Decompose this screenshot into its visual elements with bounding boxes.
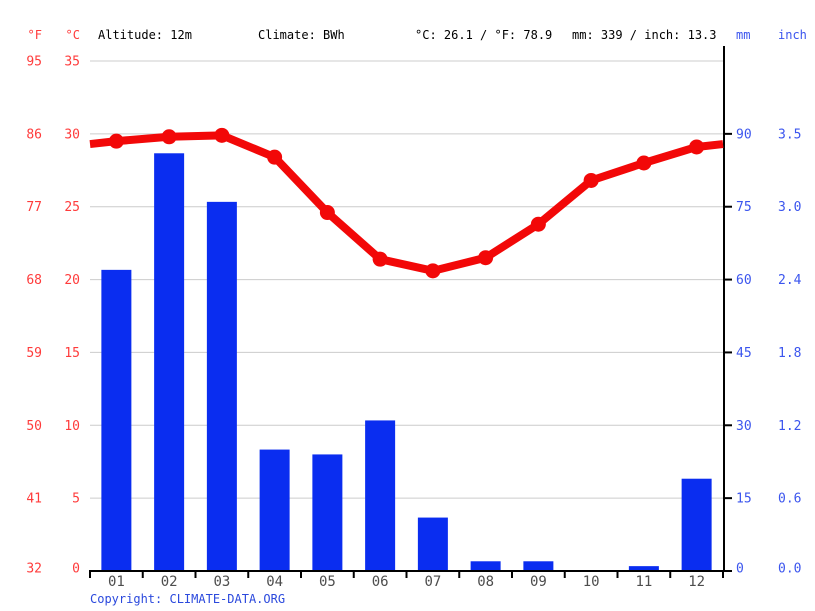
- left-axis-c-label-15: 15: [64, 346, 80, 361]
- temperature-point-12: [689, 139, 705, 155]
- precip-bar-01: [101, 269, 132, 571]
- temperature-point-10: [583, 172, 599, 188]
- month-label-06: 06: [372, 574, 389, 590]
- temperature-point-11: [636, 155, 652, 171]
- left-axis-f-label-50: 50: [26, 419, 42, 434]
- left-axis-c-label-5: 5: [72, 492, 80, 507]
- month-label-05: 05: [319, 574, 336, 590]
- month-label-04: 04: [266, 574, 283, 590]
- month-label-09: 09: [530, 574, 547, 590]
- temperature-point-07: [425, 263, 441, 279]
- right-axis-mm-label-0: 0: [736, 562, 744, 577]
- temperature-point-08: [478, 250, 494, 266]
- temperature-point-09: [530, 216, 546, 232]
- right-axis-inch-label-2.4: 2.4: [778, 273, 802, 288]
- month-label-11: 11: [635, 574, 652, 590]
- left-axis-c-label-30: 30: [64, 127, 80, 142]
- month-label-10: 10: [583, 574, 600, 590]
- month-label-12: 12: [688, 574, 705, 590]
- left-axis-f-label-32: 32: [26, 562, 42, 577]
- left-axis-f-label-77: 77: [26, 200, 42, 215]
- precip-bar-05: [312, 454, 343, 571]
- header-mm-label: mm: [736, 28, 751, 42]
- month-label-01: 01: [108, 574, 125, 590]
- precip-bar-09: [523, 561, 554, 571]
- left-axis-c-label-25: 25: [64, 200, 80, 215]
- right-axis-inch-label-0.0: 0.0: [778, 562, 801, 577]
- copyright-line: Copyright: CLIMATE-DATA.ORG: [90, 592, 285, 607]
- right-axis-inch-label-3.5: 3.5: [778, 127, 801, 142]
- precip-bar-06: [365, 420, 396, 571]
- left-axis-c-label-20: 20: [64, 273, 80, 288]
- left-axis-c-label-10: 10: [64, 419, 80, 434]
- left-axis-c-label-35: 35: [64, 55, 80, 70]
- right-axis-mm-label-45: 45: [736, 346, 752, 361]
- temperature-point-03: [214, 127, 230, 143]
- copyright-site-link[interactable]: CLIMATE-DATA.ORG: [169, 592, 286, 606]
- right-axis-mm-label-75: 75: [736, 200, 752, 215]
- left-axis-c-label-0: 0: [72, 562, 80, 577]
- copyright-prefix: Copyright:: [90, 592, 170, 606]
- precip-summary: mm: 339 / inch: 13.3: [572, 28, 717, 42]
- precip-bar-12: [681, 478, 712, 571]
- right-axis-inch-label-1.8: 1.8: [778, 346, 801, 361]
- climate-class-label: Climate: BWh: [258, 28, 345, 42]
- right-axis-inch-label-1.2: 1.2: [778, 419, 801, 434]
- temperature-point-05: [319, 205, 335, 221]
- left-axis-f-label-68: 68: [26, 273, 42, 288]
- temperature-point-06: [372, 251, 388, 267]
- precip-bar-03: [206, 201, 237, 571]
- mean-temp-summary: °C: 26.1 / °F: 78.9: [415, 28, 553, 42]
- altitude-label: Altitude: 12m: [98, 28, 192, 42]
- precip-bar-04: [259, 449, 290, 571]
- precip-bar-02: [154, 153, 185, 572]
- right-axis-inch-label-3.0: 3.0: [778, 200, 801, 215]
- left-axis-f-label-41: 41: [26, 492, 42, 507]
- temperature-line: [89, 131, 724, 275]
- header-celsius-label: °C: [65, 28, 80, 42]
- right-axis-mm-label-90: 90: [736, 127, 752, 142]
- right-axis-inch-label-0.6: 0.6: [778, 492, 801, 507]
- temperature-point-04: [267, 149, 283, 165]
- header-inch-label: inch: [778, 28, 807, 42]
- precip-bar-11: [628, 566, 659, 571]
- right-axis-mm-label-15: 15: [736, 492, 752, 507]
- temperature-point-02: [161, 129, 177, 145]
- precip-bar-08: [470, 561, 501, 571]
- right-axis-mm-label-30: 30: [736, 419, 752, 434]
- month-label-07: 07: [424, 574, 441, 590]
- left-axis-f-label-86: 86: [26, 127, 42, 142]
- left-axis-f-label-59: 59: [26, 346, 42, 361]
- right-axis-mm-label-60: 60: [736, 273, 752, 288]
- left-axis-f-label-95: 95: [26, 55, 42, 70]
- month-label-02: 02: [161, 574, 178, 590]
- precip-bar-07: [417, 517, 448, 571]
- month-label-08: 08: [477, 574, 494, 590]
- month-label-03: 03: [213, 574, 230, 590]
- header-fahrenheit-label: °F: [27, 28, 42, 42]
- temperature-point-01: [108, 133, 124, 149]
